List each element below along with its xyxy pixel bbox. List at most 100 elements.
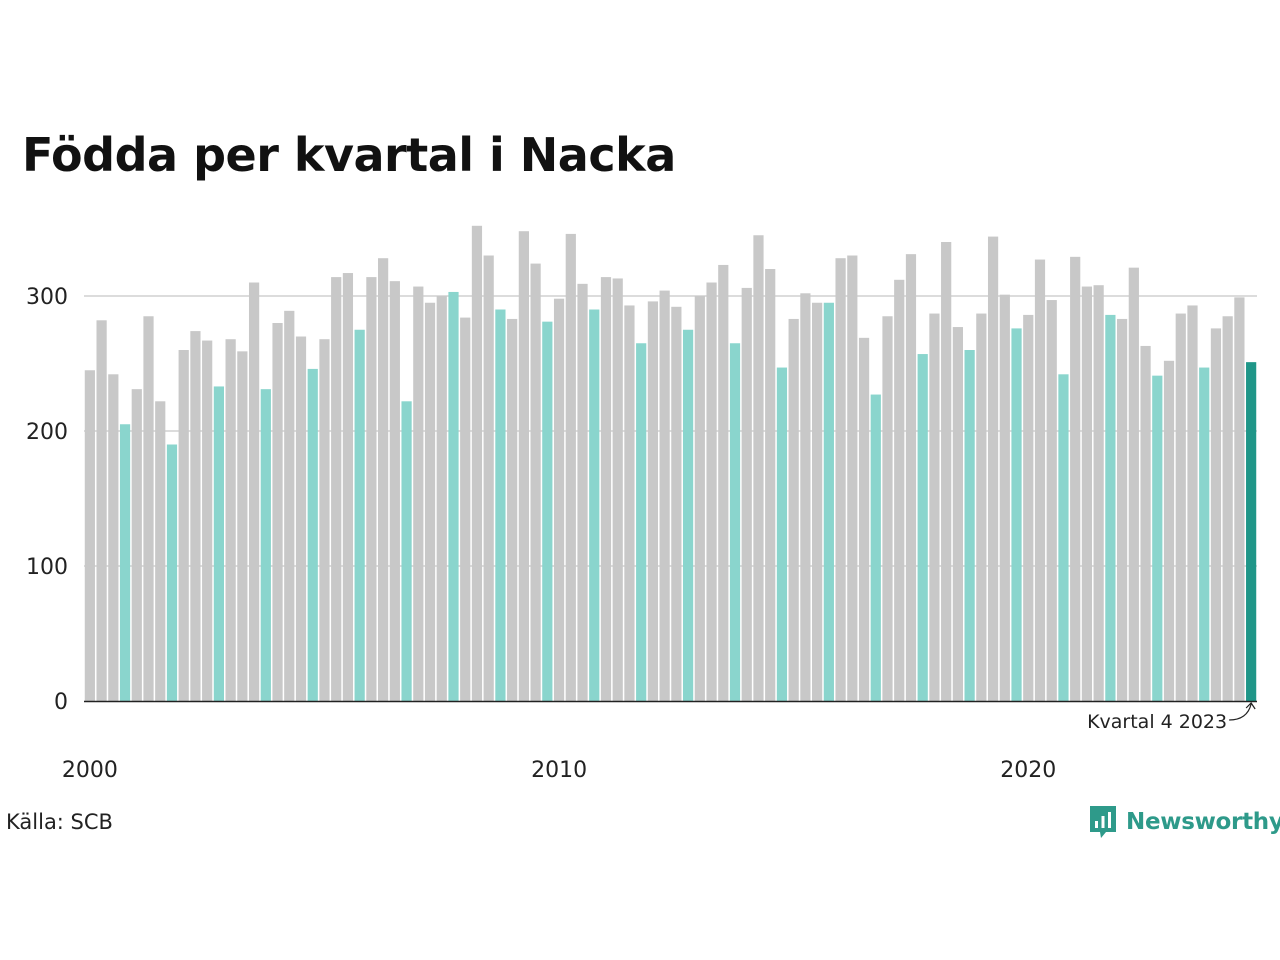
annotation-arrow (1229, 703, 1252, 721)
bar-2015-q2 (800, 293, 811, 701)
newsworthy-logo-icon (1090, 806, 1116, 838)
bar-2020-q1 (1023, 314, 1034, 701)
bar-2021-q3 (1093, 285, 1104, 701)
bar-2006-q3 (389, 281, 400, 701)
bar-2002-q2 (190, 331, 201, 701)
bar-2012-q4 (682, 329, 694, 701)
bar-2021-q1 (1070, 256, 1081, 701)
gridlines (84, 295, 1257, 567)
bar-2002-q4 (213, 386, 224, 701)
bar-2011-q1 (600, 277, 612, 701)
source-label: Källa: SCB (6, 810, 113, 834)
bar-2020-q4 (1058, 374, 1069, 701)
bar-2001-q3 (155, 401, 166, 701)
bar-2007-q3 (436, 296, 447, 701)
bar-2016-q1 (835, 258, 846, 701)
bar-2013-q4 (729, 343, 741, 701)
annotation-label: Kvartal 4 2023 (1087, 711, 1227, 733)
bar-2012-q1 (647, 301, 659, 701)
bar-2014-q4 (776, 367, 788, 701)
bar-2009-q4 (542, 321, 553, 701)
bar-2020-q2 (1034, 259, 1046, 701)
bars (84, 225, 1257, 702)
bar-2009-q3 (530, 263, 541, 701)
x-tick-2020: 2020 (1000, 758, 1056, 783)
bar-2019-q2 (987, 236, 999, 701)
bar-2005-q3 (342, 273, 354, 701)
annotation: Kvartal 4 2023 (1087, 702, 1256, 733)
bar-2003-q1 (225, 339, 236, 701)
bar-2000-q2 (96, 320, 107, 701)
bar-2007-q2 (424, 302, 436, 701)
bar-2011-q4 (636, 343, 647, 701)
bar-2008-q3 (483, 255, 494, 701)
bar-2013-q3 (718, 264, 729, 701)
bar-2024-q3 (1234, 297, 1245, 701)
bar-2024-q4 (1246, 362, 1257, 701)
bar-2004-q3 (295, 336, 307, 701)
bar-2016-q2 (847, 255, 858, 701)
bar-2000-q3 (108, 374, 119, 701)
bar-2005-q2 (331, 277, 342, 701)
bar-2007-q4 (448, 291, 459, 701)
y-tick-0: 0 (54, 690, 68, 715)
bar-2019-q4 (1011, 328, 1022, 701)
bar-2023-q1 (1163, 360, 1175, 701)
x-tick-2010: 2010 (531, 758, 587, 783)
bar-2010-q2 (565, 233, 576, 701)
bar-2016-q4 (870, 394, 881, 701)
bar-2000-q4 (119, 424, 131, 701)
chart-title: Födda per kvartal i Nacka (22, 128, 676, 182)
annotation-arrowhead (1245, 702, 1256, 710)
bar-2019-q1 (976, 313, 987, 701)
bar-2003-q2 (237, 351, 248, 701)
bar-2004-q4 (307, 368, 318, 701)
x-tick-labels: 2000 2010 2020 (62, 758, 1056, 783)
bar-2012-q2 (659, 290, 670, 701)
newsworthy-logo: Newsworthy (1088, 804, 1280, 840)
bar-2014-q1 (741, 287, 752, 701)
bar-chart: 0 100 200 300 2000 2010 2020 Kvartal 4 2023 (26, 225, 1257, 783)
bar-2001-q1 (131, 389, 142, 701)
bar-2018-q4 (964, 350, 975, 701)
bar-2011-q2 (612, 278, 623, 701)
bar-2017-q1 (882, 316, 893, 701)
bar-2016-q3 (858, 337, 870, 701)
bar-2014-q2 (753, 235, 764, 701)
bar-2017-q3 (905, 254, 917, 701)
bar-2015-q4 (823, 302, 834, 701)
bar-2008-q2 (471, 225, 483, 702)
bar-2009-q2 (518, 231, 529, 701)
x-tick-2000: 2000 (62, 758, 118, 783)
bar-2000-q1 (84, 370, 95, 701)
bar-2024-q1 (1210, 328, 1222, 701)
bar-2004-q2 (284, 310, 295, 701)
bar-2006-q4 (401, 401, 412, 701)
bar-2006-q2 (378, 258, 389, 701)
bar-2022-q2 (1128, 267, 1139, 701)
bar-2022-q3 (1140, 345, 1151, 701)
y-tick-300: 300 (26, 285, 68, 310)
bar-2012-q3 (671, 306, 682, 701)
bar-2001-q4 (166, 444, 178, 701)
y-tick-labels: 0 100 200 300 (26, 285, 68, 715)
bar-2014-q3 (765, 269, 776, 701)
bar-2008-q4 (495, 309, 506, 701)
bar-2003-q4 (260, 389, 271, 701)
y-tick-200: 200 (26, 420, 68, 445)
y-tick-100: 100 (26, 555, 68, 580)
bar-2018-q1 (929, 313, 940, 701)
bar-2019-q3 (999, 294, 1010, 701)
bar-2017-q4 (917, 354, 928, 701)
bar-2023-q4 (1199, 367, 1210, 701)
bar-2021-q2 (1081, 286, 1093, 701)
bar-2010-q3 (577, 283, 588, 701)
bar-2013-q1 (694, 296, 705, 701)
bar-2003-q3 (248, 282, 260, 701)
bar-2010-q1 (553, 298, 565, 701)
bar-2020-q3 (1046, 300, 1057, 701)
bar-2024-q2 (1222, 316, 1233, 701)
bar-2005-q1 (319, 339, 330, 701)
bar-2002-q1 (178, 350, 189, 701)
bar-2022-q1 (1117, 318, 1128, 701)
